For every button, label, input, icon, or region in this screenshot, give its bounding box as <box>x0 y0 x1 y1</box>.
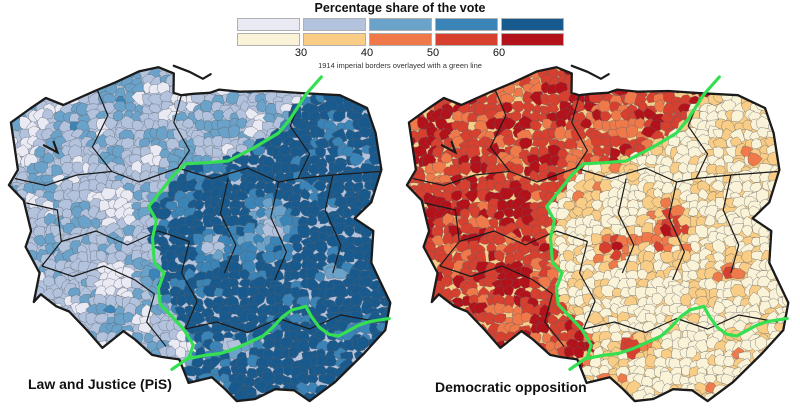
legend-tick-60: 60 <box>492 47 506 59</box>
legend-swatch-pis-3 <box>434 18 498 31</box>
legend-tick-30: 30 <box>294 47 308 59</box>
coastal-spit <box>172 64 212 81</box>
panel-label-opposition: Democratic opposition <box>435 379 587 395</box>
legend-tick-labels: 30 40 50 60 <box>237 47 564 60</box>
legend-swatch-pis-2 <box>368 18 432 31</box>
legend-title: Percentage share of the vote <box>314 1 486 15</box>
legend-tick-50: 50 <box>426 47 440 59</box>
country-outline <box>7 66 392 403</box>
legend-swatch-pis-0 <box>236 18 300 31</box>
legend-row-pis <box>220 18 580 31</box>
legend-swatch-opposition-0 <box>236 33 300 46</box>
municipality-cells <box>406 67 789 402</box>
panel-label-pis: Law and Justice (PiS) <box>28 376 172 392</box>
legend-tick-40: 40 <box>360 47 374 59</box>
choropleth-map-opposition <box>405 64 790 403</box>
legend-swatch-opposition-2 <box>368 33 432 46</box>
legend-swatch-opposition-3 <box>434 33 498 46</box>
coastal-spit <box>570 64 610 81</box>
choropleth-map-pis <box>7 64 392 403</box>
region-borders <box>14 87 380 347</box>
coastal-spit <box>440 140 458 155</box>
legend-row-opposition <box>220 33 580 46</box>
panel-opposition: Democratic opposition <box>402 60 796 412</box>
legend-swatch-opposition-1 <box>302 33 366 46</box>
imperial-border-line <box>147 75 391 371</box>
country-outline <box>405 66 790 403</box>
municipality-cells <box>8 67 391 402</box>
panel-pis: Law and Justice (PiS) <box>4 60 398 412</box>
legend-swatch-opposition-4 <box>500 33 564 46</box>
imperial-border-line <box>545 75 789 371</box>
coastal-spit <box>42 140 60 155</box>
legend-note: 1914 imperial borders overlayed with a g… <box>318 61 482 70</box>
legend-swatch-pis-4 <box>500 18 564 31</box>
legend-swatch-pis-1 <box>302 18 366 31</box>
vote-share-legend: Percentage share of the vote 30 40 50 60 19… <box>220 1 580 70</box>
region-borders <box>412 87 778 347</box>
